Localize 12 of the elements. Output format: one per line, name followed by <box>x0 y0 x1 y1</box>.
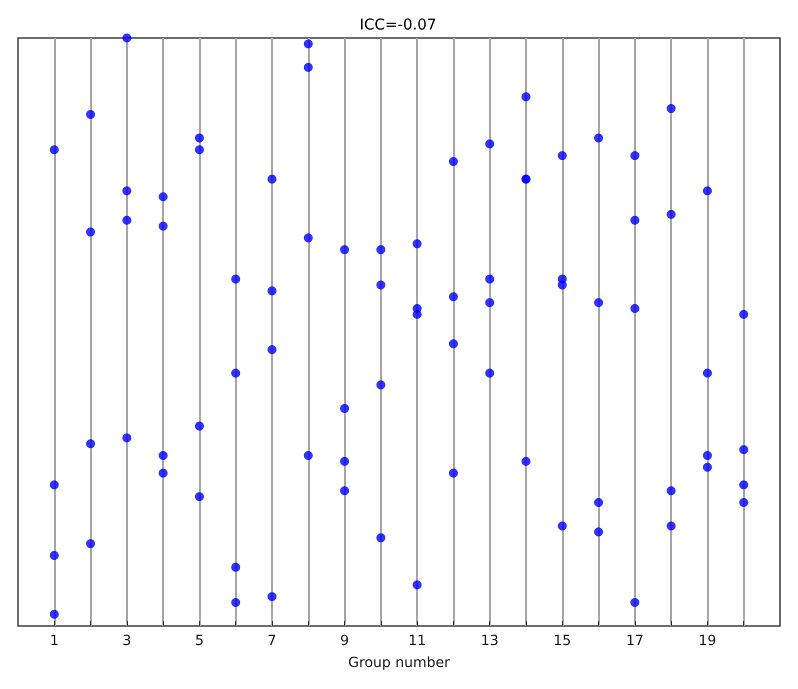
x-tick-label: 15 <box>553 633 572 649</box>
x-tick-label: 3 <box>122 633 132 649</box>
x-tick-label: 1 <box>50 633 59 649</box>
x-tick-label: 9 <box>340 633 350 649</box>
x-tick-label: 13 <box>480 633 499 649</box>
x-axis-title: Group number <box>348 655 450 671</box>
x-tick-label: 5 <box>194 633 204 649</box>
x-tick-label: 17 <box>626 633 644 649</box>
x-tick-label: 7 <box>268 633 276 649</box>
chart-title: ICC=-0.07 <box>360 16 436 34</box>
x-tick-label: 19 <box>698 633 716 649</box>
x-tick-label: 11 <box>408 633 426 649</box>
